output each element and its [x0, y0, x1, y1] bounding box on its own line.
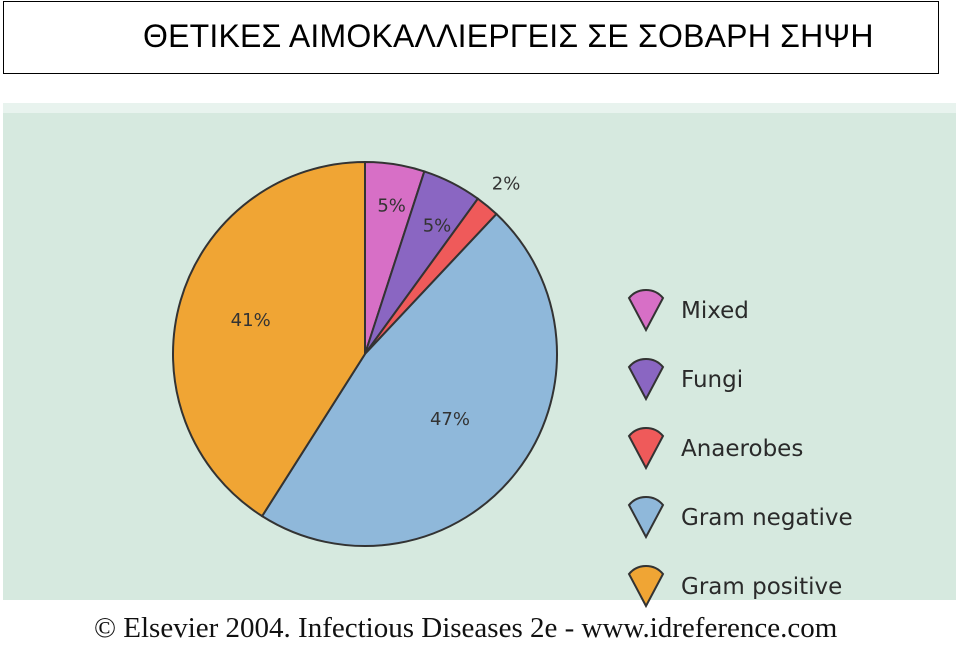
legend-label: Gram negative [681, 505, 853, 531]
legend-item-gram-negative: Gram negative [623, 495, 923, 540]
legend-item-fungi: Fungi [623, 357, 923, 402]
legend-swatch-icon [627, 426, 665, 471]
page-title: ΘΕΤΙΚΕΣ ΑΙΜΟΚΑΛΛΙΕΡΓΕΙΣ ΣΕ ΣΟΒΑΡΗ ΣΗΨΗ [143, 18, 874, 54]
legend-label: Fungi [681, 367, 744, 393]
pie-chart: 5% 5% 2% 47% 41% [172, 160, 558, 547]
pie-label-anaerobes: 2% [492, 173, 521, 194]
legend-item-anaerobes: Anaerobes [623, 426, 923, 471]
legend-item-gram-positive: Gram positive [623, 564, 923, 609]
panel-top-band [3, 103, 956, 113]
copyright-footer: © Elsevier 2004. Infectious Diseases 2e … [94, 612, 838, 644]
chart-panel: 5% 5% 2% 47% 41% Mixed Fungi Anaerobes Gram neg… [3, 103, 956, 609]
title-box: ΘΕΤΙΚΕΣ ΑΙΜΟΚΑΛΛΙΕΡΓΕΙΣ ΣΕ ΣΟΒΑΡΗ ΣΗΨΗ [3, 1, 939, 74]
pie-slice-gram-positive [172, 160, 366, 518]
legend-swatch-icon [627, 564, 665, 609]
pie-slice-gram-negative [260, 212, 558, 547]
pie-label-fungi: 5% [423, 216, 452, 237]
legend-swatch-icon [627, 288, 665, 333]
legend-item-mixed: Mixed [623, 288, 923, 333]
legend-swatch-icon [627, 495, 665, 540]
pie-label-gram-positive: 41% [231, 310, 271, 331]
pie-label-mixed: 5% [377, 195, 406, 216]
pie-label-gram-negative: 47% [430, 409, 470, 430]
legend-swatch-icon [627, 357, 665, 402]
legend-label: Anaerobes [681, 436, 804, 462]
legend-label: Mixed [681, 298, 749, 324]
legend-label: Gram positive [681, 574, 843, 600]
